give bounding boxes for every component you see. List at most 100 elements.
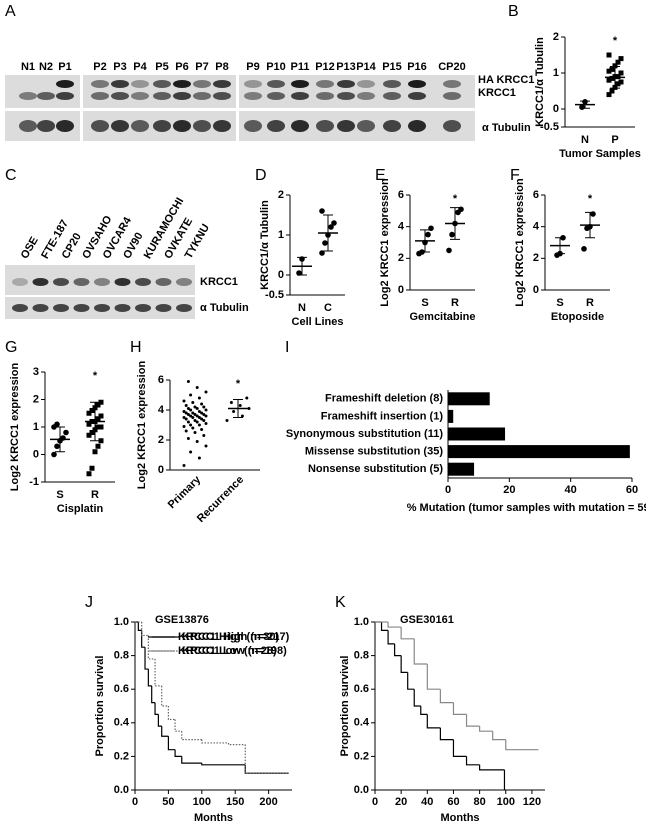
lane-label: P9 [246, 61, 259, 73]
legend-label: KRCC1 Low (n=28) [178, 645, 277, 657]
survival-step [492, 731, 506, 741]
panel-label: K [335, 594, 346, 611]
y-axis-label: Log2 KRCC1 expression [136, 361, 148, 490]
band [267, 92, 285, 100]
band [12, 278, 28, 286]
error-bar [610, 66, 620, 89]
survival-step [426, 714, 441, 729]
data-point [609, 75, 615, 81]
data-point [184, 411, 188, 415]
band [94, 278, 110, 286]
bar [448, 392, 490, 406]
lane-label: P14 [356, 61, 376, 73]
x-axis-label: Gemcitabine [409, 311, 475, 323]
survival-step [380, 622, 389, 631]
data-point [202, 405, 206, 409]
data-point [182, 399, 186, 403]
annotation: * [613, 35, 618, 47]
survival-step [426, 664, 441, 690]
data-point [229, 401, 233, 404]
x-tick-label: 100 [193, 796, 211, 808]
survival-step [227, 742, 246, 746]
data-point [189, 450, 193, 454]
y-tick-label: 4 [533, 221, 540, 233]
data-point [606, 92, 612, 98]
survival-step [137, 622, 142, 631]
x-tick-label: Recurrence [195, 474, 246, 525]
y-tick-label: 1 [33, 421, 39, 433]
data-point [95, 443, 101, 449]
x-tick-label: C [324, 302, 332, 314]
panel-label: B [508, 3, 519, 20]
y-tick-label: 2 [533, 252, 539, 264]
bar [448, 409, 454, 423]
data-point [606, 77, 612, 83]
lane-label: P6 [175, 61, 188, 73]
band [244, 120, 262, 132]
y-tick-label: -0.5 [265, 289, 284, 301]
x-tick-label: 40 [565, 484, 577, 496]
band [173, 120, 191, 132]
x-tick-label: R [586, 297, 594, 309]
band [357, 120, 375, 132]
survival-step [452, 702, 467, 715]
data-point [95, 416, 101, 422]
band [155, 304, 172, 312]
data-point [197, 456, 201, 460]
data-point [186, 413, 190, 416]
band [213, 80, 231, 88]
panel-label: G [5, 339, 17, 356]
y-tick-label: 0.4 [114, 717, 130, 729]
blot-a-top [5, 75, 475, 108]
band [244, 92, 262, 100]
lane-label: P7 [195, 61, 208, 73]
band [131, 92, 149, 100]
survival-step [154, 658, 162, 687]
panel-label: F [510, 167, 520, 184]
data-point [193, 413, 197, 416]
band [173, 80, 191, 88]
lane-label: P2 [93, 61, 106, 73]
y-tick-label: 0 [533, 284, 539, 296]
y-tick-label: 3 [33, 366, 39, 378]
data-point [232, 410, 236, 413]
data-point [193, 419, 197, 422]
lane-label: P5 [155, 61, 168, 73]
y-tick-label: 6 [158, 374, 164, 386]
data-point [225, 419, 229, 422]
band-label: HA KRCC1 [478, 74, 534, 86]
data-point [615, 59, 621, 65]
band [111, 120, 129, 132]
x-tick-label: 0 [445, 484, 451, 496]
band [337, 120, 355, 132]
data-point [197, 416, 201, 419]
blot-divider [236, 75, 239, 141]
band-label: α Tubulin [200, 302, 249, 314]
y-tick-label: 0.6 [354, 683, 369, 695]
band [91, 92, 109, 100]
data-point [581, 246, 587, 252]
band [131, 120, 149, 132]
band [316, 92, 334, 100]
band [443, 120, 461, 132]
data-point [328, 224, 334, 230]
data-point [95, 402, 101, 408]
band [408, 120, 426, 132]
x-axis-label: Etoposide [551, 311, 604, 323]
x-tick-label: P [611, 134, 618, 146]
chart-title: GSE30161 [400, 614, 454, 626]
data-point [189, 423, 193, 427]
x-tick-label: S [421, 297, 428, 309]
data-point [86, 432, 92, 438]
data-point [449, 231, 455, 238]
x-tick-label: 60 [626, 484, 638, 496]
band [32, 304, 49, 312]
x-axis-label: % Mutation (tumor samples with mutation … [407, 502, 646, 514]
survival-step [174, 719, 182, 732]
band [383, 92, 401, 100]
band [213, 92, 231, 100]
y-tick-label: 1.0 [114, 616, 129, 628]
x-tick-label: 40 [421, 796, 433, 808]
data-point [95, 424, 101, 430]
x-tick-label: 150 [226, 796, 244, 808]
